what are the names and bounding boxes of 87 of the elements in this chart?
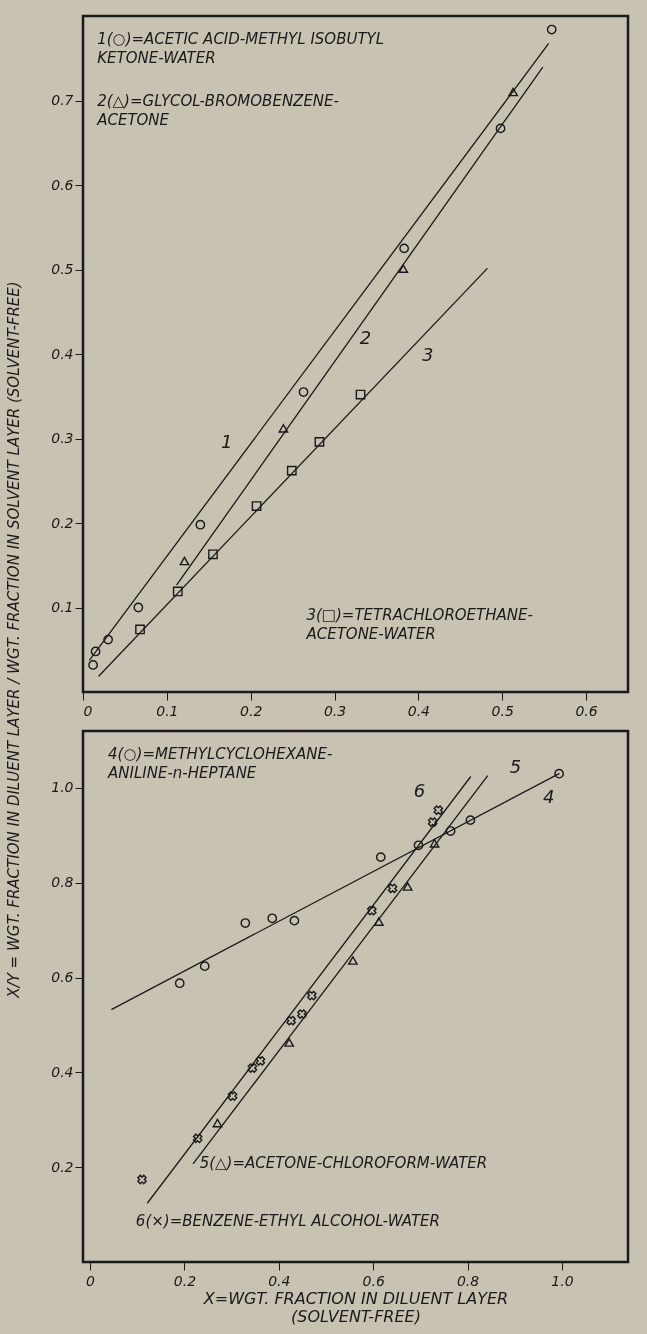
- y-tick-label: 0.8: [51, 874, 74, 891]
- annotation: 6(×)=BENZENE-ETHYL ALCOHOL-WATER: [135, 1212, 440, 1231]
- point: [398, 264, 409, 273]
- x-tick-label: 0.4: [407, 702, 431, 719]
- annotation: 5(△)=ACETONE-CHLOROFORM-WATER: [199, 1153, 488, 1172]
- point: [133, 602, 144, 613]
- point: [212, 1118, 223, 1128]
- point: [284, 1038, 295, 1047]
- point: [90, 646, 101, 657]
- point: [314, 437, 325, 447]
- x-axis-title: X=WGT. FRACTION IN DILUENT LAYER (SOLVENT-FREE): [202, 1288, 509, 1326]
- point: [179, 556, 190, 566]
- point: [199, 961, 210, 972]
- point: [465, 815, 476, 826]
- annotation: 2: [359, 326, 372, 348]
- point: [373, 917, 384, 926]
- point: [137, 1174, 147, 1185]
- point: [375, 852, 386, 862]
- x-tick-label: 0.2: [240, 702, 263, 719]
- annotation: 5: [509, 755, 522, 777]
- annotation: 4(○)=METHYLCYCLOHEXANE- ANILINE-n-HEPTANE: [107, 744, 333, 782]
- annotation: 6: [413, 779, 426, 801]
- annotation: 2(△)=GLYCOL-BROMOBENZENE- ACETONE: [96, 91, 339, 129]
- y-axis-title: X/Y = WGT. FRACTION IN DILUENT LAYER / WGT. FRACTION IN SOLVENT LAYER (SOLVENT-FREE): [4, 281, 23, 999]
- point: [255, 1056, 266, 1066]
- annotation: 1: [220, 430, 233, 452]
- annotation: 3: [421, 343, 434, 365]
- x-tick-label: 1.0: [551, 1272, 574, 1289]
- point: [135, 624, 145, 635]
- y-tick-label: 0.4: [51, 1063, 74, 1080]
- point: [427, 817, 438, 827]
- point: [195, 519, 206, 530]
- x-tick-label: 0.1: [156, 702, 179, 719]
- point: [278, 424, 289, 433]
- point: [297, 1009, 307, 1019]
- point: [208, 549, 218, 560]
- annotation: 3(□)=TETRACHLOROETHANE- ACETONE-WATER: [305, 606, 533, 644]
- point: [267, 913, 278, 924]
- point: [366, 905, 377, 916]
- x-tick-label: 0.6: [362, 1272, 385, 1289]
- point: [247, 1063, 258, 1073]
- x-tick-label: 0.8: [456, 1272, 480, 1289]
- x-tick-label: 0.5: [491, 702, 514, 719]
- point: [348, 956, 358, 965]
- y-tick-label: 0.4: [51, 345, 74, 362]
- x-tick-label: 0: [86, 1272, 96, 1289]
- y-tick-label: 0.6: [51, 969, 74, 986]
- point: [174, 978, 185, 989]
- y-tick-label: 0.2: [51, 1158, 74, 1175]
- point: [546, 24, 557, 35]
- point: [402, 882, 413, 891]
- y-tick-label: 0.7: [51, 92, 74, 108]
- x-tick-label: 0.4: [268, 1272, 291, 1289]
- point: [307, 990, 317, 1001]
- x-tick-label: 0: [83, 702, 93, 719]
- point: [413, 840, 424, 851]
- annotation: 4: [542, 786, 555, 808]
- y-tick-label: 0.1: [51, 599, 74, 615]
- y-tick-label: 1.0: [51, 779, 74, 796]
- point: [240, 918, 251, 928]
- point: [445, 826, 456, 836]
- point: [286, 465, 297, 476]
- point: [399, 243, 410, 254]
- x-tick-label: 0.2: [173, 1272, 197, 1289]
- point: [88, 660, 98, 670]
- point: [508, 87, 519, 97]
- point: [554, 768, 564, 779]
- point: [298, 387, 309, 397]
- point: [355, 389, 366, 400]
- annotation: 1(○)=ACETIC ACID-METHYL ISOBUTYL KETONE-WATER: [97, 30, 385, 68]
- point: [251, 501, 262, 511]
- point: [429, 839, 440, 848]
- x-tick-label: 0.6: [575, 702, 598, 719]
- point: [103, 634, 114, 645]
- y-tick-label: 0.2: [51, 514, 74, 531]
- point: [289, 915, 300, 926]
- point: [387, 883, 398, 894]
- point: [192, 1133, 203, 1144]
- y-tick-label: 0.5: [51, 261, 74, 277]
- point: [495, 123, 506, 134]
- y-tick-label: 0.3: [51, 430, 74, 446]
- x-tick-label: 0.3: [323, 702, 347, 719]
- y-tick-label: 0.6: [51, 176, 74, 193]
- point: [433, 805, 444, 816]
- point: [227, 1091, 238, 1101]
- point: [286, 1015, 296, 1026]
- point: [172, 586, 183, 597]
